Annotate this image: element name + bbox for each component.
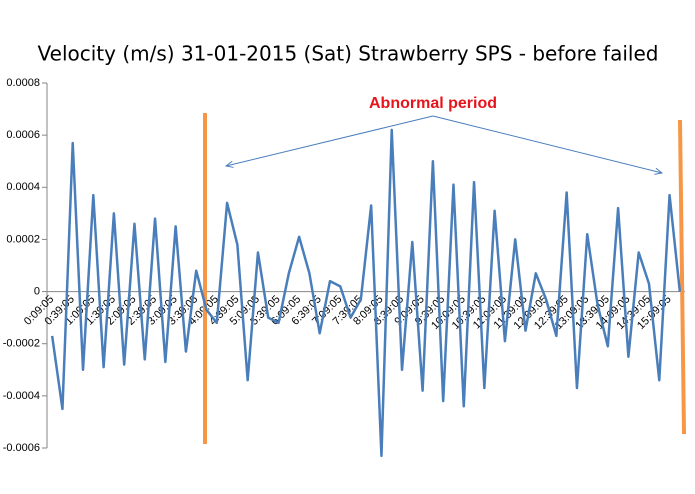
chart-title: Velocity (m/s) 31-01-2015 (Sat) Strawber…	[38, 42, 659, 66]
y-tick-label: -0.0002	[3, 338, 40, 350]
data-line	[50, 128, 682, 458]
y-tick-label: 0.0002	[6, 233, 40, 245]
y-tick-label: 0	[34, 285, 40, 297]
y-tick-label: -0.0004	[3, 390, 40, 402]
y-tick-label: 0.0004	[6, 181, 40, 193]
arrow	[226, 115, 434, 166]
arrow	[432, 115, 662, 173]
y-tick-label: 0.0008	[6, 77, 40, 89]
period-marker	[678, 119, 686, 435]
y-tick-label: -0.0006	[3, 442, 40, 454]
annotation: Abnormal period	[369, 95, 497, 112]
y-tick-label: 0.0006	[6, 129, 40, 141]
